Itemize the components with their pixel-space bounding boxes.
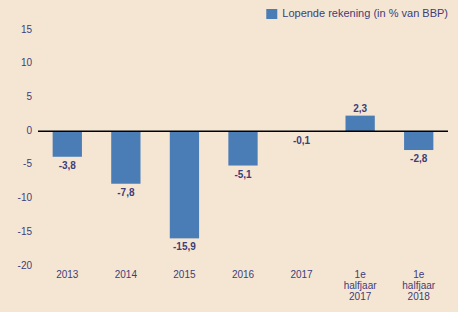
x-tick-label-line: 2018 xyxy=(408,291,431,302)
x-tick-label: 2016 xyxy=(232,269,255,280)
x-tick-label-line: 2014 xyxy=(115,269,138,280)
data-label: -5,1 xyxy=(234,169,252,180)
y-tick-label: -10 xyxy=(18,192,33,203)
x-tick-label: 2017 xyxy=(290,269,313,280)
data-label: 2,3 xyxy=(353,103,367,114)
y-tick-label: -5 xyxy=(23,158,32,169)
bars xyxy=(53,116,434,239)
background xyxy=(0,0,458,312)
data-label: -2,8 xyxy=(410,153,428,164)
data-label: -7,8 xyxy=(117,187,135,198)
x-tick-label-line: 2017 xyxy=(349,291,372,302)
data-label: -3,8 xyxy=(59,160,77,171)
x-tick-label-line: 2016 xyxy=(232,269,255,280)
legend-label: Lopende rekening (in % van BBP) xyxy=(282,7,448,19)
y-tick-label: 10 xyxy=(21,57,33,68)
bar xyxy=(346,116,375,132)
y-tick-label: 0 xyxy=(26,125,32,136)
y-tick-label: -20 xyxy=(18,260,33,271)
bar xyxy=(111,131,140,184)
x-tick-label: 1ehalfjaar2017 xyxy=(344,269,377,302)
bar xyxy=(404,131,433,150)
y-tick-label: 15 xyxy=(21,24,33,35)
data-labels: -3,8 -7,8 -15,9 -5,1 -0,1 2,3 -2,8 xyxy=(59,103,428,253)
x-tick-label-line: 2013 xyxy=(56,269,79,280)
y-tick-label: -15 xyxy=(18,226,33,237)
x-tick-label-line: halfjaar xyxy=(402,280,435,291)
x-tick-label-line: 1e xyxy=(355,269,367,280)
bar xyxy=(170,131,199,238)
x-tick-label-line: halfjaar xyxy=(344,280,377,291)
bar xyxy=(228,131,257,165)
legend: Lopende rekening (in % van BBP) xyxy=(266,7,448,19)
chart: -20-15-10-5051015201320142015201620171eh… xyxy=(0,0,458,312)
x-tick-label-line: 2017 xyxy=(290,269,313,280)
x-tick-label-line: 1e xyxy=(413,269,425,280)
x-tick-label-line: 2015 xyxy=(173,269,196,280)
data-label: -15,9 xyxy=(173,241,196,252)
x-tick-label: 2015 xyxy=(173,269,196,280)
y-tick-label: 5 xyxy=(26,91,32,102)
x-tick-label: 1ehalfjaar2018 xyxy=(402,269,435,302)
x-tick-label: 2013 xyxy=(56,269,79,280)
x-tick-label: 2014 xyxy=(115,269,138,280)
legend-swatch xyxy=(266,9,277,19)
zero-line xyxy=(38,130,448,132)
bar xyxy=(53,131,82,157)
data-label: -0,1 xyxy=(293,135,311,146)
